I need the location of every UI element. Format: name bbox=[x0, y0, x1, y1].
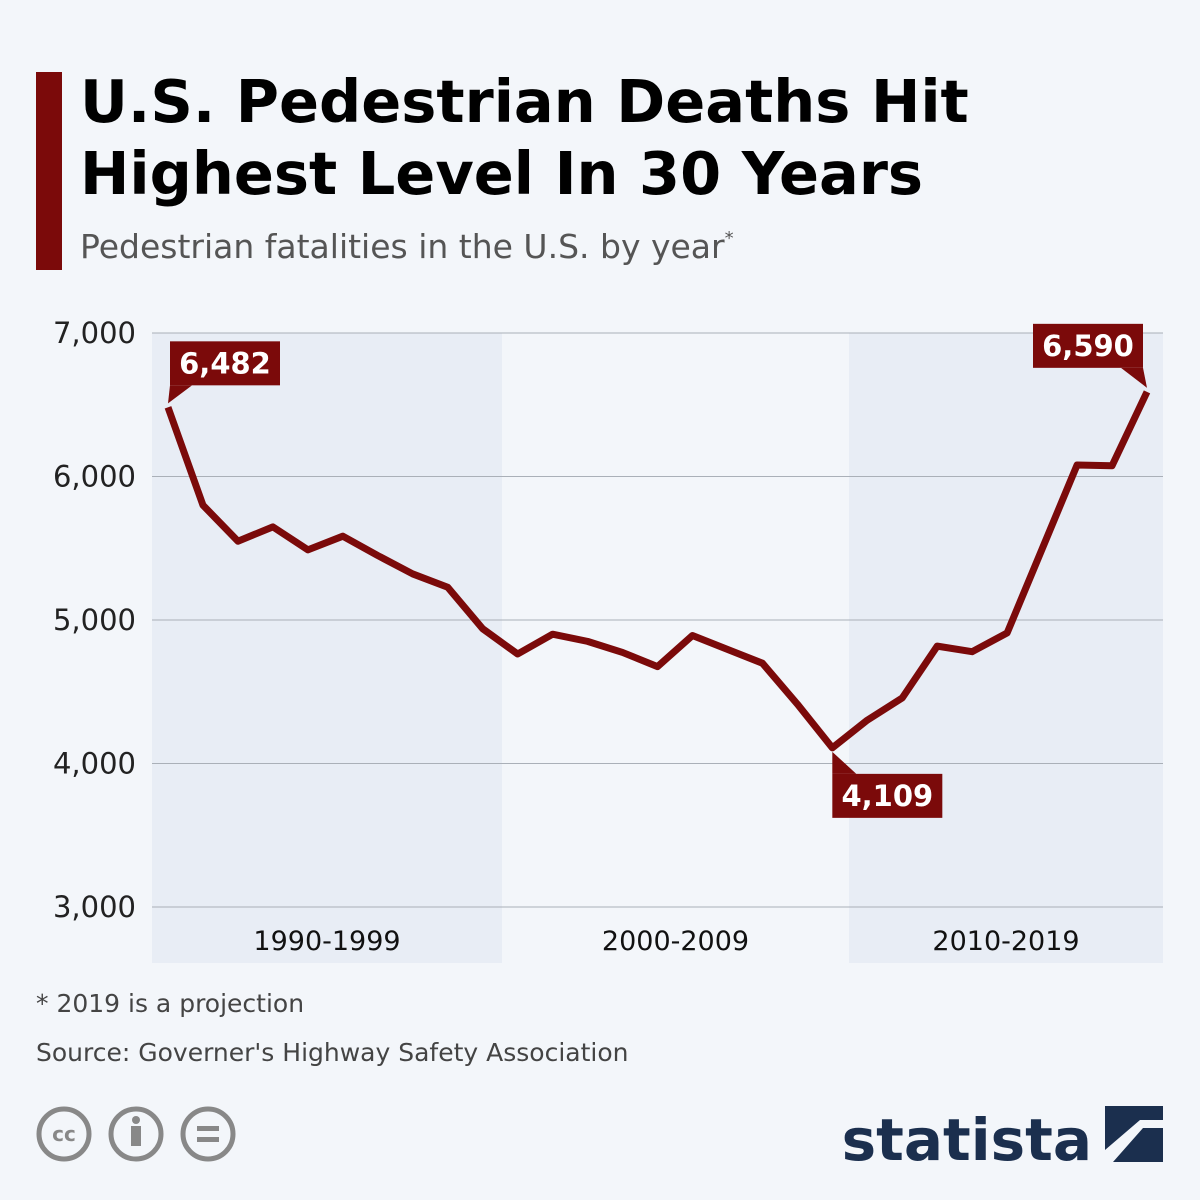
band bbox=[152, 333, 502, 963]
brand: statista bbox=[842, 1106, 1092, 1174]
brand-icon bbox=[1105, 1106, 1163, 1162]
y-tick-label: 6,000 bbox=[53, 460, 136, 494]
note: * 2019 is a projection bbox=[36, 989, 304, 1018]
value-label: 6,482 bbox=[179, 346, 271, 380]
label-box bbox=[832, 773, 943, 818]
band-label: 2010-2019 bbox=[932, 926, 1079, 957]
subtitle-text: Pedestrian fatalities in the U.S. by yea… bbox=[80, 227, 725, 266]
y-tick-label: 4,000 bbox=[53, 747, 136, 781]
label-pointer bbox=[1121, 367, 1147, 388]
title-bar bbox=[36, 72, 62, 270]
title-box: U.S. Pedestrian Deaths Hit Highest Level… bbox=[80, 67, 969, 208]
y-tick-label: 5,000 bbox=[53, 603, 136, 637]
license-icons bbox=[36, 1106, 236, 1162]
value-label: 4,109 bbox=[841, 779, 933, 813]
label-box bbox=[170, 341, 280, 386]
label-pointer bbox=[832, 751, 857, 774]
subtitle-mark: * bbox=[725, 228, 734, 249]
source: Source: Governer's Highway Safety Associ… bbox=[36, 1038, 629, 1067]
band-label: 1990-1999 bbox=[253, 926, 400, 957]
value-label: 6,590 bbox=[1042, 329, 1134, 363]
label-pointer bbox=[168, 385, 192, 404]
subtitle: Pedestrian fatalities in the U.S. by yea… bbox=[80, 227, 734, 266]
chart-title: U.S. Pedestrian Deaths Hit Highest Level… bbox=[80, 67, 969, 208]
y-tick-label: 3,000 bbox=[53, 890, 136, 924]
band bbox=[849, 333, 1163, 963]
y-tick-label: 7,000 bbox=[53, 316, 136, 350]
svg-text:cc: cc bbox=[52, 1122, 76, 1146]
band-label: 2000-2009 bbox=[602, 926, 749, 957]
label-box bbox=[1033, 323, 1143, 368]
line bbox=[164, 390, 1151, 752]
license-glyphs: cc bbox=[52, 1116, 219, 1146]
